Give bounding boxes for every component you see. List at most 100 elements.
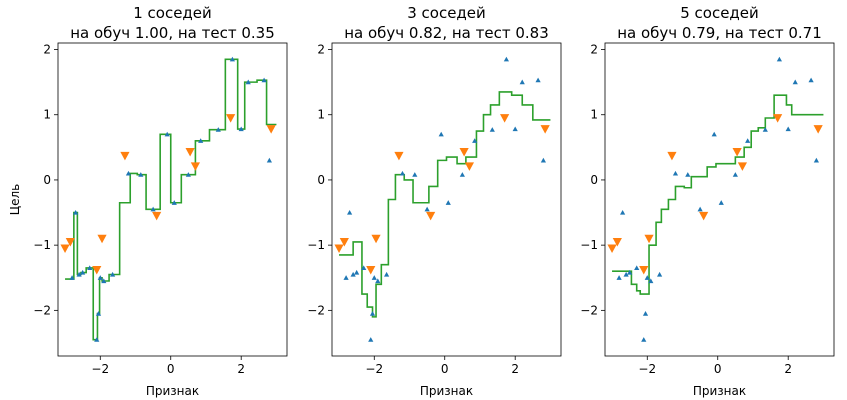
train-point: [266, 157, 272, 163]
test-point: [699, 211, 709, 221]
train-point: [745, 138, 751, 143]
train-point: [641, 337, 647, 342]
train-point: [718, 200, 724, 205]
y-tick-label: 1: [317, 108, 325, 122]
train-point: [354, 269, 360, 275]
train-point: [623, 271, 629, 277]
x-tick-label: −2: [365, 362, 383, 376]
train-point: [171, 200, 177, 205]
y-tick-label: 1: [590, 108, 598, 122]
y-tick-label: 2: [317, 43, 325, 57]
y-tick-label: −2: [33, 303, 51, 317]
test-point: [459, 147, 469, 157]
train-point: [627, 269, 633, 275]
test-point: [60, 244, 70, 254]
train-point: [519, 79, 525, 85]
train-point: [535, 77, 541, 83]
train-point: [375, 278, 381, 284]
test-point: [500, 114, 510, 123]
y-tick-label: −1: [580, 238, 598, 252]
axes-frame: [331, 42, 562, 357]
train-point: [198, 138, 204, 143]
x-axis-label: Признак: [420, 384, 473, 398]
chart-panel-1: −2 0 2 −2 −1 0 1 2 1 соседей на обуч 1.00, на тес…: [8, 4, 288, 398]
chart-title-line-1: 3 соседей: [407, 4, 486, 22]
train-point: [76, 271, 82, 277]
train-point: [672, 170, 679, 176]
train-point: [97, 275, 103, 280]
test-point: [152, 211, 162, 221]
test-point: [185, 147, 195, 157]
chart-panel-3: −2 0 2 −2 −1 0 1 2 5 соседей на обуч 0.79, на тес…: [580, 4, 835, 398]
x-tick-label: 2: [511, 362, 519, 376]
test-point: [612, 237, 622, 247]
train-point: [785, 126, 791, 132]
chart-title-line-2: на обуч 1.00, на тест 0.35: [70, 24, 275, 42]
y-tick-label: 0: [317, 173, 325, 187]
y-axis-label: Цель: [8, 184, 22, 215]
axes-frame: [604, 42, 835, 357]
train-point: [125, 170, 132, 176]
train-point: [644, 275, 650, 280]
train-point: [732, 172, 738, 177]
train-point: [347, 209, 353, 215]
train-point: [350, 271, 356, 277]
test-point: [65, 237, 75, 247]
chart-title-line-1: 5 соседей: [680, 4, 759, 22]
test-point: [371, 234, 381, 244]
train-point: [438, 131, 444, 137]
test-point: [737, 162, 747, 171]
train-point: [245, 79, 251, 85]
train-point: [229, 56, 235, 62]
train-point: [164, 131, 170, 137]
y-tick-label: −2: [307, 303, 325, 317]
chart-title-line-1: 1 соседей: [133, 4, 212, 22]
test-point: [266, 125, 276, 134]
test-point: [607, 244, 617, 254]
test-point: [97, 234, 107, 244]
x-tick-label: 0: [167, 362, 175, 376]
train-point: [215, 127, 221, 132]
y-tick-label: 0: [43, 173, 51, 187]
train-point: [762, 127, 768, 132]
x-tick-label: 2: [784, 362, 792, 376]
chart-title-line-2: на обуч 0.79, на тест 0.71: [617, 24, 822, 42]
train-point: [616, 275, 622, 280]
prediction-line: [612, 94, 824, 295]
x-tick-label: 0: [714, 362, 722, 376]
train-point: [503, 56, 509, 62]
y-tick-label: 2: [43, 43, 51, 57]
train-point: [540, 157, 546, 163]
test-point: [667, 151, 677, 161]
x-tick-label: −2: [638, 362, 656, 376]
train-point: [634, 265, 640, 271]
test-point: [334, 244, 344, 254]
train-point: [368, 337, 374, 342]
train-point: [776, 56, 782, 62]
train-point: [459, 172, 465, 177]
train-point: [343, 275, 349, 280]
train-point: [69, 275, 75, 280]
train-point: [424, 206, 430, 212]
test-point: [732, 147, 742, 157]
test-point: [190, 162, 200, 171]
test-point: [464, 162, 474, 171]
train-point: [512, 126, 518, 132]
chart-title-line-2: на обуч 0.82, на тест 0.83: [344, 24, 549, 42]
test-point: [639, 266, 649, 275]
test-point: [644, 234, 654, 244]
train-point: [399, 170, 406, 176]
train-point: [371, 275, 377, 280]
train-point: [238, 126, 244, 132]
train-point: [87, 265, 93, 271]
prediction-line: [65, 58, 277, 341]
train-point: [620, 209, 626, 215]
train-point: [792, 79, 798, 85]
y-tick-label: 0: [590, 173, 598, 187]
train-point: [472, 138, 478, 143]
train-point: [808, 77, 814, 83]
train-point: [445, 200, 451, 205]
train-point: [110, 271, 116, 277]
x-tick-label: 2: [237, 362, 245, 376]
